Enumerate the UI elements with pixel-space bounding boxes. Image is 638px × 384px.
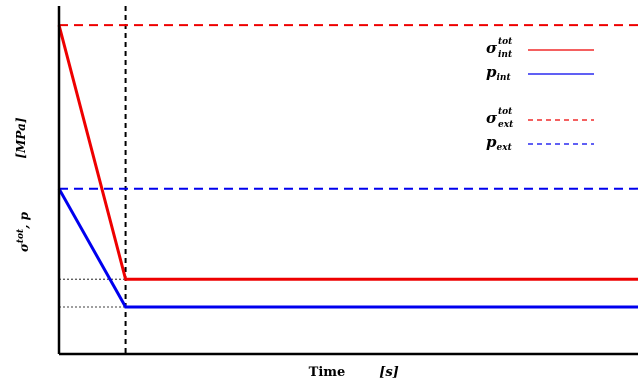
x-axis-unit: [s] bbox=[379, 365, 399, 380]
legend-label-p_int: pint bbox=[486, 63, 511, 83]
series-sig_int bbox=[57, 24, 638, 281]
svg-text:σtot, p: σtot, p bbox=[16, 211, 31, 252]
legend-label-sig_int: σtot int bbox=[486, 37, 513, 60]
y-axis-unit: [MPa] bbox=[14, 117, 28, 158]
svg-text:[MPa]: [MPa] bbox=[14, 117, 28, 158]
legend: σtot int pint σtot ext pext bbox=[486, 37, 594, 153]
legend-label-p_ext: pext bbox=[486, 133, 513, 153]
legend-label-sig_ext: σtot ext bbox=[486, 107, 514, 130]
series-p_int bbox=[57, 187, 638, 309]
x-axis-label: Time bbox=[309, 365, 346, 380]
y-axis-label: σtot, p bbox=[16, 211, 31, 252]
